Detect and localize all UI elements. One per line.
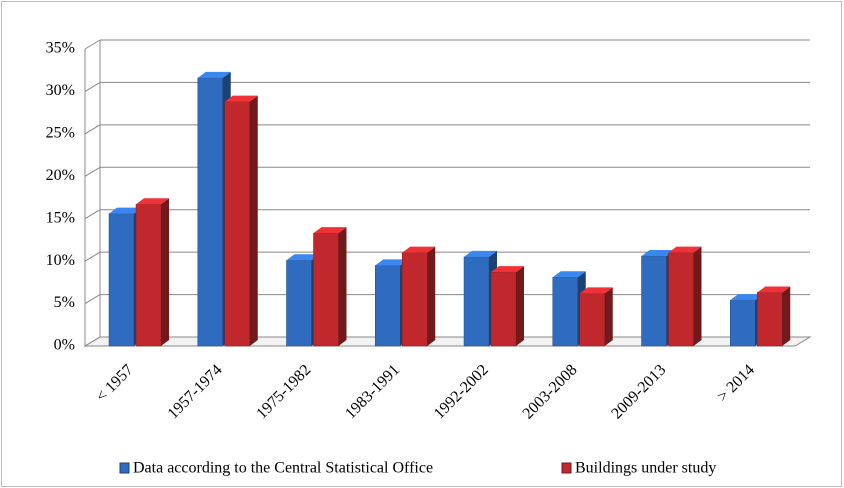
- tick-diagonal: [84, 81, 101, 92]
- bar-front: [135, 204, 162, 347]
- tick-diagonal: [84, 251, 101, 262]
- legend-label: Buildings under study: [575, 460, 716, 477]
- y-tick-label: 5%: [54, 294, 75, 311]
- bar-top: [757, 286, 791, 293]
- bar-front: [108, 213, 135, 347]
- bar-front: [286, 260, 312, 347]
- bar-top: [197, 71, 231, 78]
- legend-marker: [119, 462, 130, 474]
- tick-diagonal: [84, 124, 101, 135]
- bar-front: [375, 265, 401, 347]
- bar-top: [224, 95, 258, 102]
- tick-diagonal: [84, 294, 101, 305]
- back-wall: [100, 40, 810, 337]
- bar-front: [730, 299, 756, 347]
- bar-front: [224, 101, 250, 347]
- bar-top: [730, 294, 764, 301]
- y-tick-label: 10%: [46, 252, 75, 269]
- bar-front: [197, 77, 223, 347]
- bar-front: [490, 271, 517, 347]
- bar-side: [427, 246, 436, 346]
- bar-side: [693, 246, 702, 346]
- bar-top: [641, 250, 675, 257]
- bar-top: [402, 246, 436, 253]
- tick-diagonal: [84, 209, 101, 220]
- bar-top: [136, 198, 169, 205]
- bar-front: [668, 252, 694, 347]
- tick-diagonal: [84, 336, 101, 347]
- bar-side: [161, 198, 169, 346]
- bar-top: [491, 266, 524, 273]
- bar-side: [782, 286, 791, 346]
- bar-side: [604, 287, 613, 346]
- bar-front: [552, 277, 578, 347]
- bar-front: [579, 293, 605, 347]
- legend-label: Data according to the Central Statistica…: [133, 460, 433, 477]
- y-tick-label: 20%: [46, 167, 75, 184]
- y-tick-label: 30%: [46, 82, 75, 99]
- y-tick-label: 0%: [54, 337, 75, 354]
- tick-diagonal: [84, 39, 101, 50]
- bar-top: [552, 271, 586, 278]
- bar-top: [286, 254, 320, 261]
- bar-top: [375, 259, 409, 266]
- bar-top: [313, 227, 347, 234]
- bar-top: [109, 207, 142, 214]
- bar-front: [402, 252, 428, 347]
- legend-marker: [561, 462, 572, 474]
- bar-top: [464, 250, 497, 257]
- y-tick-label: 15%: [46, 209, 75, 226]
- bar-front: [641, 255, 667, 347]
- y-tick-label: 35%: [46, 40, 75, 57]
- bar-side: [338, 227, 347, 346]
- bar-top: [668, 246, 702, 253]
- bar-side: [249, 95, 258, 347]
- y-tick-label: 25%: [46, 125, 75, 142]
- tick-diagonal: [84, 166, 101, 177]
- bar-front: [757, 292, 783, 347]
- bar-top: [579, 287, 613, 294]
- bar-side: [516, 266, 524, 346]
- bar-front: [313, 232, 339, 347]
- bar-front: [463, 256, 490, 347]
